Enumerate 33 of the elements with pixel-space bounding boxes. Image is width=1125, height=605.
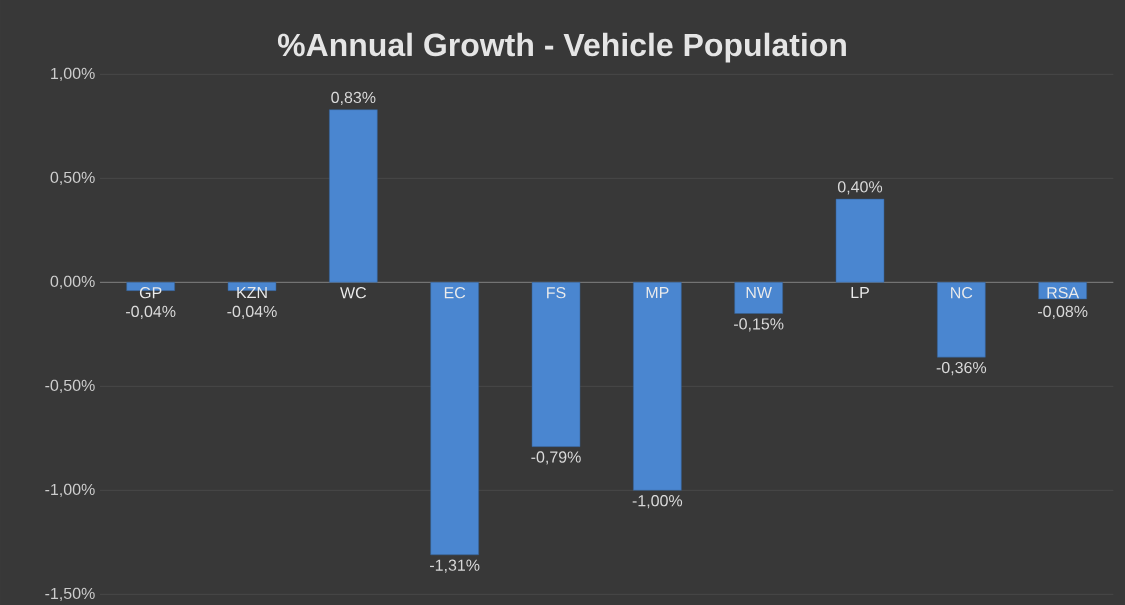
data-label: -0,15% bbox=[734, 318, 784, 332]
data-label: 0,40% bbox=[837, 181, 883, 195]
x-tick-label: WC bbox=[340, 286, 367, 299]
x-tick-label: FS bbox=[547, 286, 566, 299]
y-tick-label: -1,00% bbox=[45, 483, 95, 497]
x-tick-label: LP bbox=[851, 286, 869, 298]
bar bbox=[1038, 281, 1087, 300]
bar bbox=[835, 198, 885, 283]
bar bbox=[531, 281, 581, 447]
y-tick-label: 0,50% bbox=[50, 171, 95, 185]
data-label: -0,08% bbox=[1038, 305, 1088, 319]
bar bbox=[430, 281, 479, 555]
y-tick-label: 1,00% bbox=[51, 67, 95, 81]
x-tick-label: EC bbox=[444, 286, 466, 299]
bar bbox=[633, 281, 682, 491]
chart-title: %Annual Growth - Vehicle Population bbox=[277, 32, 846, 63]
bar bbox=[937, 281, 986, 358]
data-label: -1,31% bbox=[430, 559, 480, 573]
y-tick-label: -1,50% bbox=[45, 587, 95, 601]
data-label: 0,83% bbox=[331, 91, 376, 105]
y-tick-label: -0,50% bbox=[45, 379, 95, 393]
y-tick-label: 0,00% bbox=[50, 275, 95, 289]
data-label: -0,04% bbox=[126, 305, 176, 319]
data-label: -1,00% bbox=[632, 494, 683, 509]
x-tick-label: RSA bbox=[1047, 286, 1080, 299]
x-tick-label: MP bbox=[646, 286, 669, 298]
x-tick-label: NW bbox=[746, 286, 772, 298]
data-label: -0,79% bbox=[531, 451, 581, 465]
data-label: -0,04% bbox=[227, 305, 277, 319]
bar bbox=[734, 281, 783, 314]
x-tick-label: NC bbox=[951, 286, 973, 299]
data-label: -0,36% bbox=[936, 361, 987, 375]
bar bbox=[329, 109, 378, 283]
